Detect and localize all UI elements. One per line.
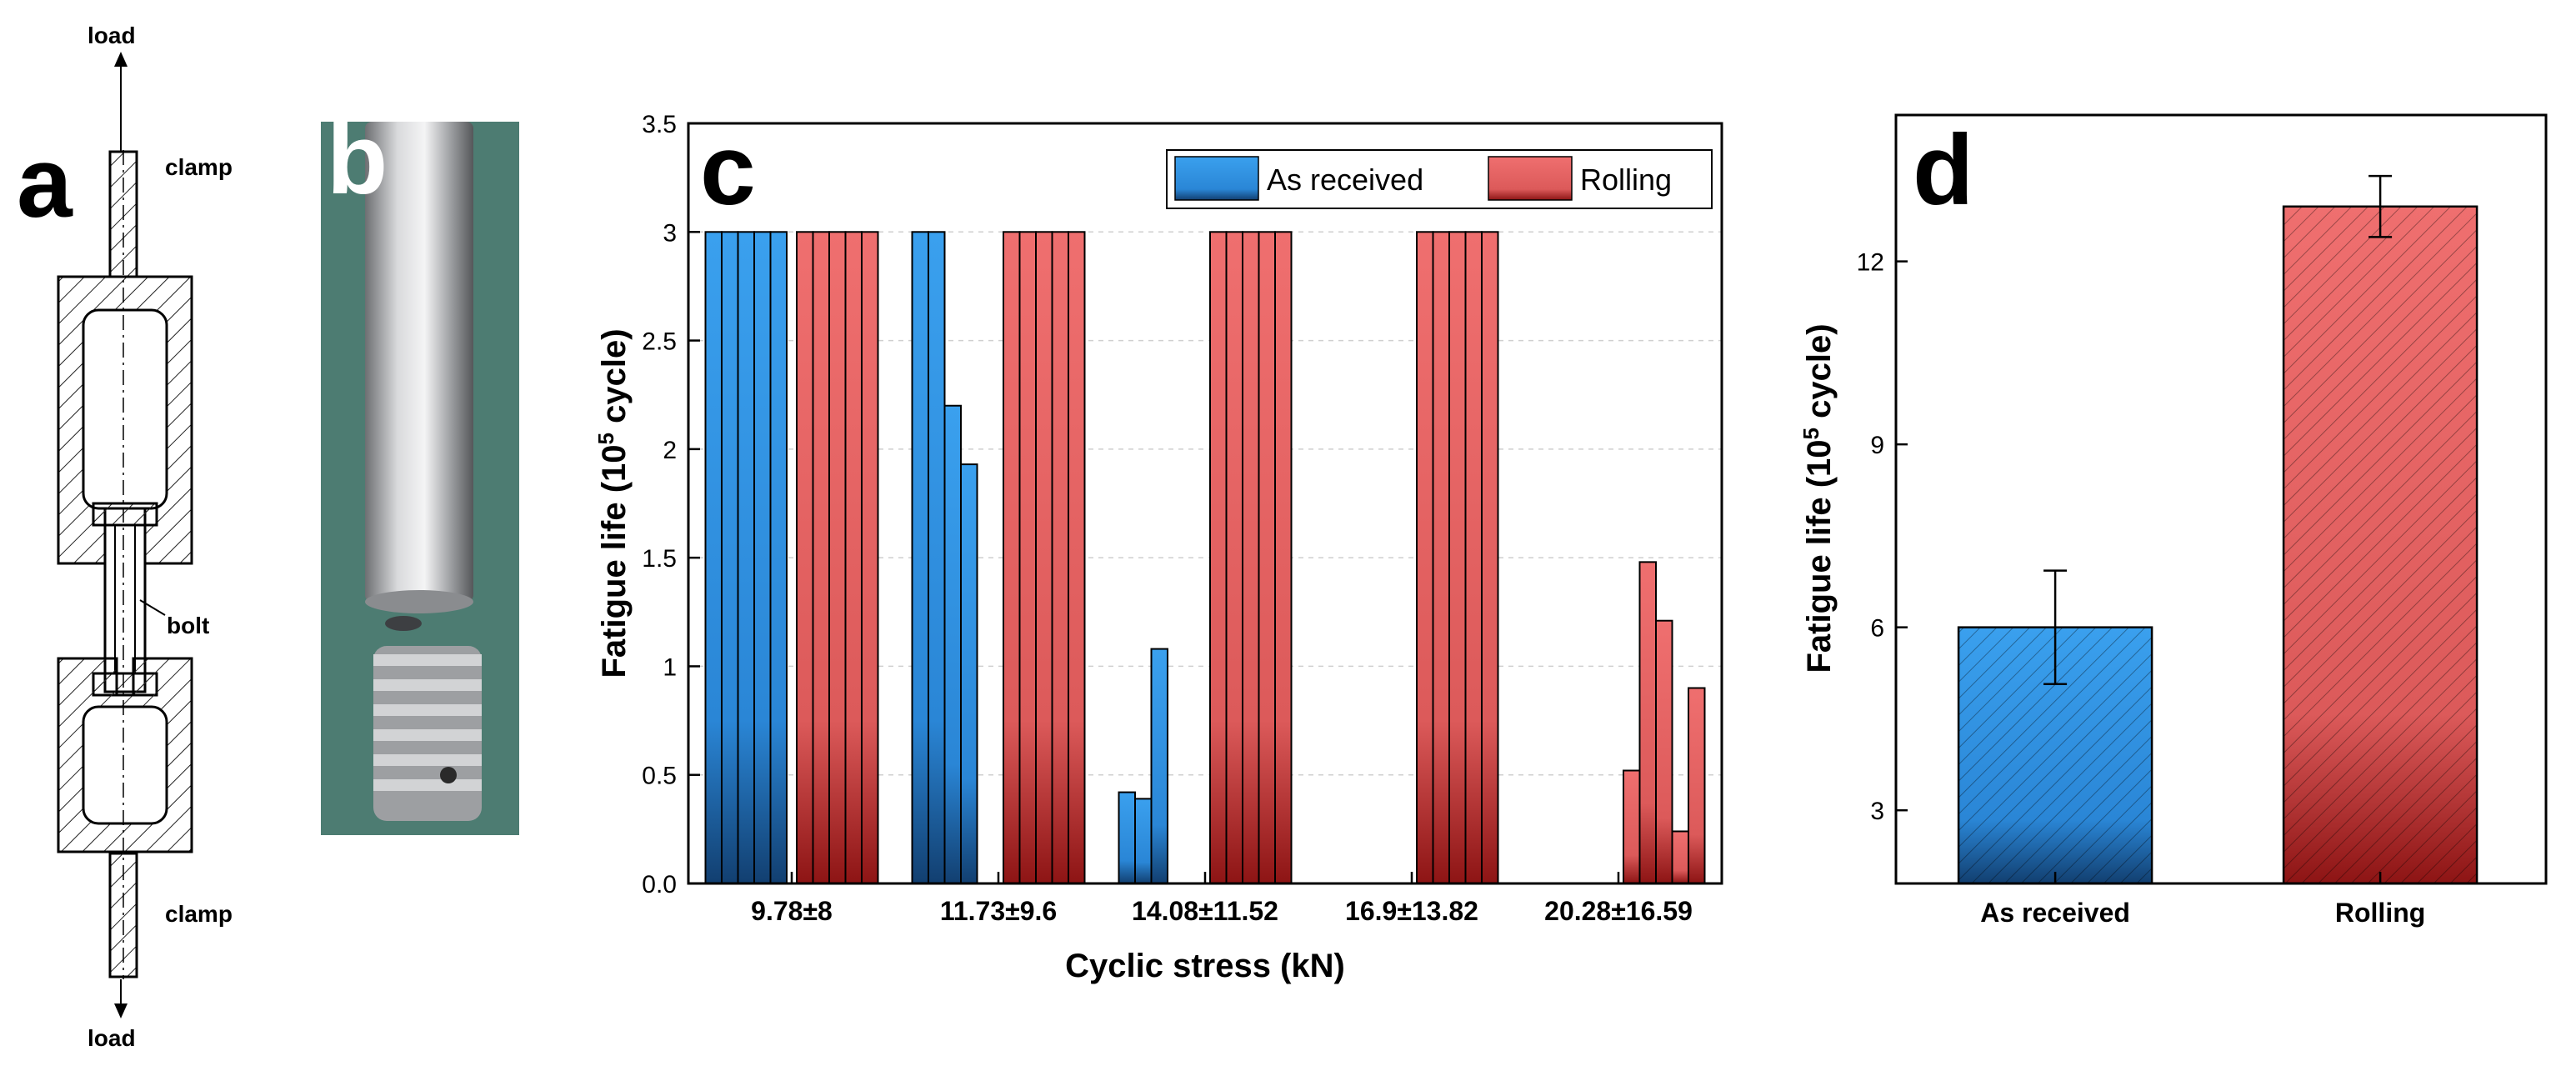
c-legend-label-as-received: As received (1267, 163, 1423, 197)
panel-b-photo: b (321, 103, 519, 835)
c-x-ticks: 9.78±8 11.73±9.6 14.08±11.52 16.9±13.82 20.2… (751, 872, 1693, 926)
c-bar-rolling-16-9-13-82-4 (1464, 231, 1483, 884)
panel-a-schematic: a load clamp bolt clamp load (17, 23, 233, 1051)
c-legend-swatch-as-received (1174, 156, 1259, 201)
c-bar-as-received-11-73-9-6-4 (960, 463, 978, 885)
label-load-bottom: load (88, 1025, 136, 1051)
c-bar-rolling-20-28-16-59-2 (1638, 561, 1657, 885)
photo-fragment (385, 616, 422, 631)
bottom-clamp-cavity (82, 705, 168, 825)
photo-rod-end (365, 590, 473, 613)
c-y-tick-label: 1.5 (642, 545, 677, 573)
d-x-tick-label: As received (1980, 898, 2130, 928)
photo-threaded-part (373, 646, 482, 821)
c-bar-rolling-9-78-8-5 (861, 231, 879, 884)
c-bar-as-received-11-73-9-6-1 (911, 231, 929, 884)
d-y-tick-label: 9 (1870, 432, 1884, 459)
c-bar-rolling-20-28-16-59-5 (1688, 687, 1706, 884)
c-x-tick-label: 11.73±9.6 (940, 896, 1057, 926)
photo-rod (365, 122, 473, 602)
label-clamp-top: clamp (165, 154, 233, 180)
label-bolt: bolt (167, 613, 209, 638)
label-load-top: load (88, 23, 136, 48)
c-bar-rolling-16-9-13-82-5 (1481, 231, 1499, 884)
c-y-tick-label: 2.5 (642, 328, 677, 356)
c-x-tick-label: 16.9±13.82 (1345, 896, 1478, 926)
c-bar-rolling-11-73-9-6-2 (1018, 231, 1037, 884)
d-y-tick-label: 12 (1857, 249, 1884, 277)
c-bar-as-received-11-73-9-6-2 (928, 231, 946, 884)
arrowhead-load-top (114, 52, 128, 67)
c-bar-as-received-14-08-11-52-3 (1150, 648, 1168, 885)
c-bar-rolling-20-28-16-59-1 (1623, 769, 1641, 885)
panel-c-letter: c (700, 114, 756, 226)
c-y-tick-label: 1 (663, 653, 677, 681)
c-bar-rolling-14-08-11-52-5 (1274, 231, 1293, 884)
c-bar-as-received-14-08-11-52-2 (1134, 798, 1153, 884)
c-bar-rolling-9-78-8-2 (812, 231, 830, 884)
c-y-axis-title: Fatigue life (105 cycle) (593, 328, 633, 678)
panel-d-chart: 3 6 9 12 As received Rolling d Fatigue life … (1798, 113, 2548, 928)
c-bar-as-received-9-78-8-1 (704, 231, 723, 884)
c-bar-as-received-9-78-8-3 (737, 231, 755, 884)
c-legend-swatch-rolling (1488, 156, 1573, 201)
d-y-ticks: 3 6 9 12 (1857, 249, 1908, 825)
d-x-ticks: As received Rolling (1980, 872, 2425, 928)
panel-a-letter: a (17, 127, 73, 238)
c-bar-rolling-14-08-11-52-2 (1225, 231, 1243, 884)
c-legend-label-rolling: Rolling (1580, 163, 1672, 197)
c-bar-rolling-9-78-8-1 (796, 231, 814, 884)
c-bar-rolling-16-9-13-82-1 (1416, 231, 1434, 884)
c-bar-rolling-14-08-11-52-3 (1242, 231, 1260, 884)
c-bar-rolling-20-28-16-59-4 (1671, 830, 1689, 884)
c-y-tick-label: 3 (663, 219, 677, 247)
c-bars (704, 231, 1706, 885)
c-bar-rolling-14-08-11-52-4 (1258, 231, 1276, 884)
c-x-tick-label: 14.08±11.52 (1132, 896, 1278, 926)
c-bar-rolling-9-78-8-4 (844, 231, 863, 884)
c-y-ticks: 0.0 0.5 1 1.5 2 2.5 3 3.5 (642, 111, 700, 898)
c-x-axis-title: Cyclic stress (kN) (1065, 948, 1345, 984)
c-bar-as-received-9-78-8-2 (721, 231, 739, 884)
c-bar-rolling-9-78-8-3 (828, 231, 847, 884)
panel-d-letter: d (1913, 114, 1973, 226)
c-bar-as-received-14-08-11-52-1 (1118, 791, 1136, 884)
c-bar-rolling-11-73-9-6-5 (1068, 231, 1086, 884)
c-bar-rolling-14-08-11-52-1 (1209, 231, 1228, 884)
c-bar-as-received-11-73-9-6-3 (943, 404, 962, 884)
c-y-tick-label: 0.5 (642, 763, 677, 790)
d-y-tick-label: 6 (1870, 615, 1884, 643)
d-y-tick-label: 3 (1870, 798, 1884, 825)
d-y-axis-title: Fatigue life (105 cycle) (1798, 323, 1838, 673)
top-clamp-cavity (82, 308, 168, 510)
c-bar-rolling-11-73-9-6-3 (1035, 231, 1053, 884)
arrowhead-load-bottom (114, 1003, 128, 1018)
c-bar-rolling-16-9-13-82-3 (1448, 231, 1467, 884)
arrow-bolt (139, 599, 166, 616)
bolt-head-top (92, 502, 158, 527)
c-y-tick-label: 0.0 (642, 871, 677, 898)
d-bar-hatch-rolling (2283, 206, 2478, 883)
c-bar-rolling-11-73-9-6-1 (1003, 231, 1021, 884)
c-y-tick-label: 3.5 (642, 111, 677, 138)
c-bar-as-received-9-78-8-4 (753, 231, 772, 884)
c-bar-rolling-16-9-13-82-2 (1432, 231, 1450, 884)
panel-c-chart: c 0.0 0.5 1 1.5 2 2.5 3 3.5 9.78±8 11.73±9.6 14.0… (593, 111, 1723, 984)
c-bar-rolling-11-73-9-6-4 (1051, 231, 1069, 884)
c-x-tick-label: 20.28±16.59 (1544, 896, 1693, 926)
c-bar-as-received-9-78-8-5 (769, 231, 788, 884)
d-plot-frame (1894, 113, 2548, 885)
c-legend: As received Rolling (1166, 149, 1713, 209)
d-x-tick-label: Rolling (2335, 898, 2425, 928)
c-x-tick-label: 9.78±8 (751, 896, 833, 926)
c-bar-rolling-20-28-16-59-3 (1655, 619, 1673, 884)
c-y-tick-label: 2 (663, 437, 677, 464)
panel-b-letter: b (327, 103, 388, 215)
label-clamp-bottom: clamp (165, 901, 233, 927)
d-bars (1957, 174, 2478, 885)
